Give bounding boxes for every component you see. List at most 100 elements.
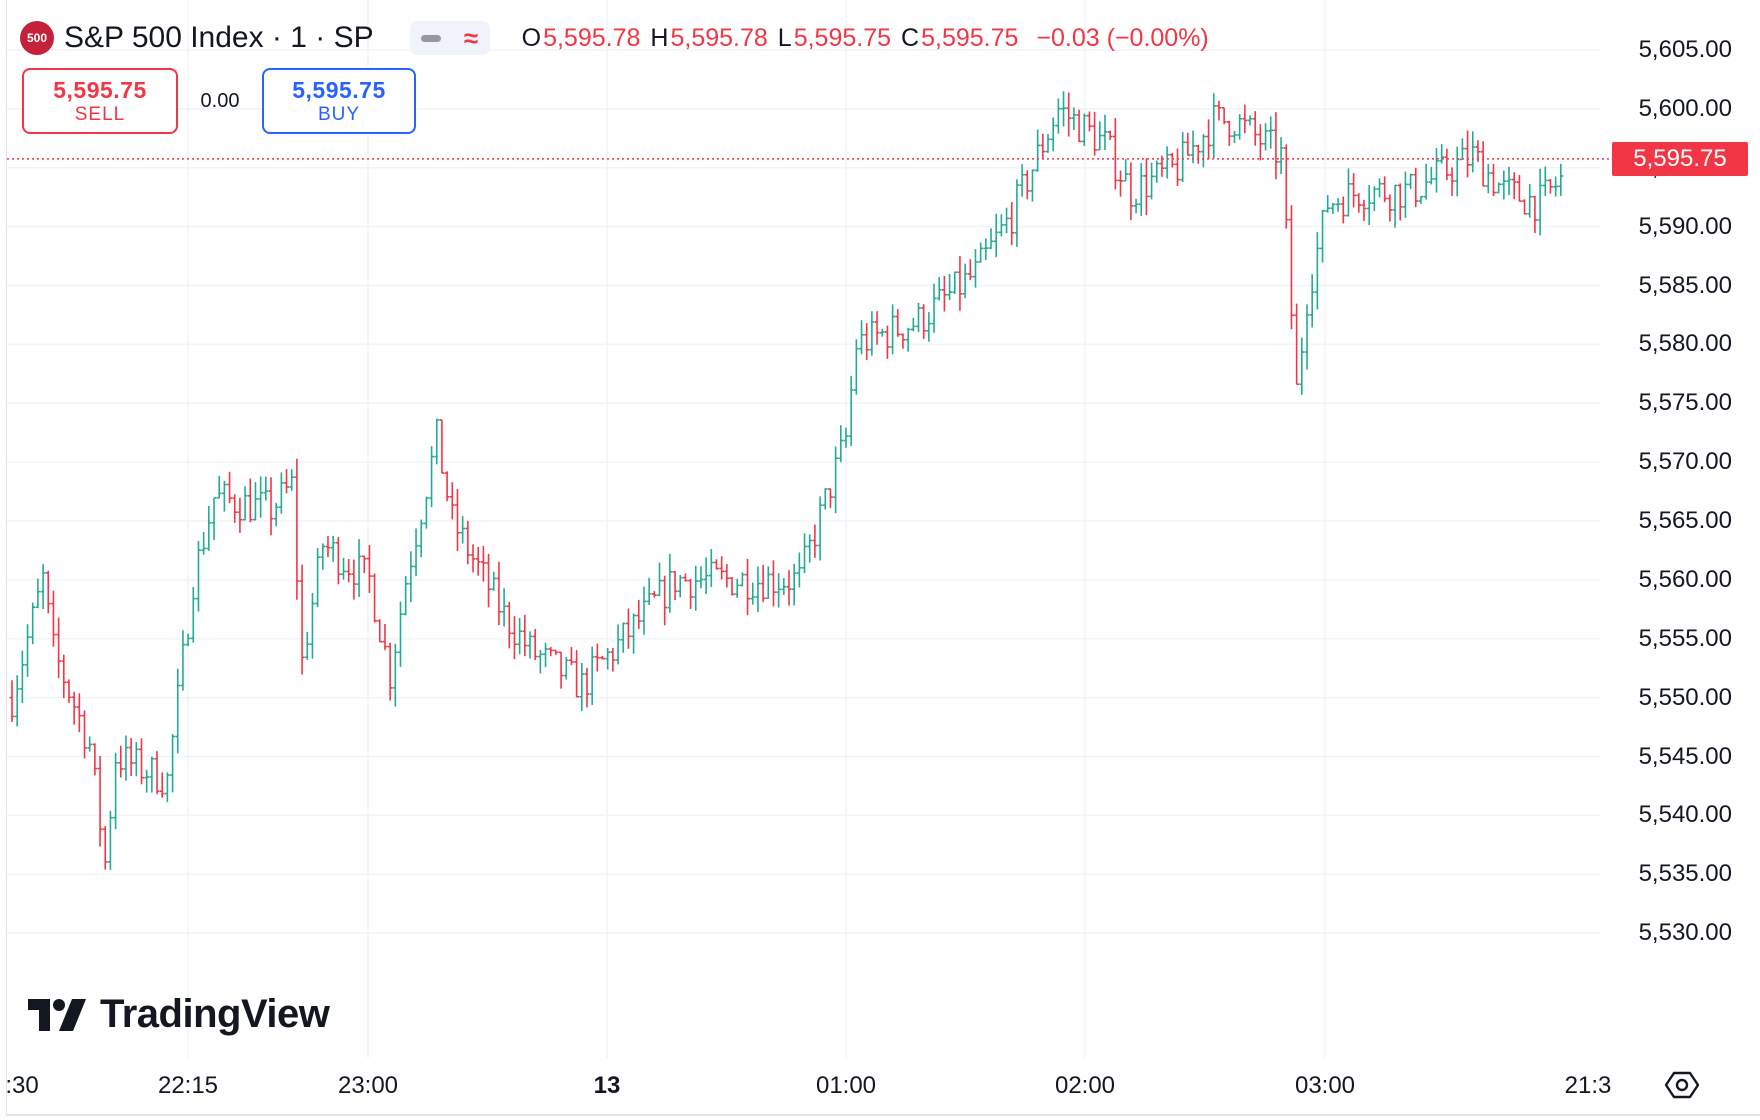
ohlc-bar	[558, 651, 564, 689]
ohlc-bar	[729, 576, 735, 596]
ohlc-bar	[475, 546, 481, 576]
ohlc-bar	[206, 505, 212, 551]
x-tick-label: 22:15	[157, 1072, 219, 1099]
ohlc-bar	[211, 497, 217, 541]
wave-icon: ≈	[463, 23, 479, 53]
ohlc-bar	[869, 311, 875, 356]
ohlc-bar	[724, 564, 730, 588]
ohlc-bar	[237, 497, 243, 533]
symbol-badge-icon[interactable]: 500	[20, 21, 54, 55]
ohlc-bar	[693, 565, 699, 611]
ohlc-bar	[1024, 170, 1030, 200]
ohlc-bar	[1050, 117, 1056, 152]
open-value: 5,595.78	[543, 23, 641, 52]
ohlc-bar	[1366, 184, 1372, 226]
ohlc-bar	[1491, 163, 1496, 197]
ohlc-bar	[1097, 121, 1103, 151]
ohlc-bar	[952, 271, 958, 295]
ohlc-bar	[1076, 109, 1082, 143]
ohlc-bar	[921, 304, 927, 340]
ohlc-bar	[1522, 199, 1527, 215]
ohlc-bar	[833, 446, 839, 514]
ohlc-bar	[372, 573, 377, 623]
ohlc-bar	[1470, 131, 1476, 173]
ohlc-bar	[1444, 148, 1450, 181]
ohlc-bar	[765, 566, 771, 600]
ohlc-bar	[247, 478, 253, 523]
ohlc-bar	[1542, 166, 1548, 196]
ohlc-bar	[1071, 107, 1077, 130]
close-label: C	[901, 23, 920, 52]
low-label: L	[777, 23, 792, 52]
ohlc-bar	[812, 524, 818, 558]
buy-button[interactable]: 5,595.75 BUY	[262, 68, 416, 134]
ohlc-bar	[19, 650, 25, 704]
change-value: −0.03 (−0.00%)	[1036, 23, 1209, 52]
ohlc-bar	[1159, 155, 1165, 177]
ohlc-bar	[532, 629, 538, 661]
ohlc-bar	[900, 333, 906, 349]
ohlc-bar	[1558, 163, 1564, 196]
indicator-toggle[interactable]: ≈	[409, 21, 490, 55]
ohlc-bar	[512, 616, 517, 660]
ohlc-bar	[703, 557, 709, 594]
ohlc-bar	[1387, 194, 1393, 222]
ohlc-bar	[113, 752, 118, 830]
ohlc-bar	[227, 471, 232, 504]
x-tick-label: :30	[5, 1072, 39, 1099]
tradingview-logo[interactable]: TradingView	[28, 992, 330, 1037]
ohlc-bar	[677, 574, 683, 598]
ohlc-bar	[486, 553, 491, 608]
ohlc-bar	[139, 738, 144, 785]
ohlc-bar	[605, 647, 611, 670]
y-tick-label: 5,555.00	[1638, 624, 1732, 652]
ohlc-bar	[1325, 195, 1331, 213]
ohlc-bar	[931, 283, 937, 333]
y-tick-label: 5,545.00	[1638, 742, 1732, 770]
ohlc-bar	[175, 668, 181, 754]
ohlc-bar	[776, 573, 782, 608]
x-tick-label: 02:00	[1054, 1072, 1116, 1099]
ohlc-bar	[739, 572, 745, 587]
ohlc-bar	[1423, 163, 1429, 200]
gear-icon[interactable]	[1664, 1070, 1700, 1100]
tradingview-logo-icon	[28, 998, 86, 1031]
ohlc-bar	[957, 256, 963, 311]
ohlc-bar	[1237, 114, 1243, 140]
ohlc-bar	[942, 275, 947, 312]
ohlc-bar	[413, 528, 419, 577]
symbol-title[interactable]: S&P 500 Index · 1 · SP	[64, 21, 374, 54]
ohlc-bar	[258, 476, 264, 518]
chart-frame	[6, 0, 1760, 1116]
ohlc-bar	[1511, 172, 1517, 200]
ohlc-bar	[967, 259, 973, 281]
buy-label: BUY	[317, 103, 361, 125]
ohlc-bar	[584, 667, 590, 708]
ohlc-bar	[527, 631, 533, 659]
ohlc-bar	[1465, 130, 1470, 178]
ohlc-bar	[273, 502, 279, 527]
ohlc-bar	[905, 327, 911, 352]
ohlc-bar	[1537, 168, 1543, 236]
ohlc-bar	[662, 575, 668, 626]
ohlc-bar	[221, 480, 227, 512]
sell-button[interactable]: 5,595.75 SELL	[22, 68, 178, 134]
ohlc-bar	[683, 573, 688, 582]
ohlc-bar	[543, 642, 548, 668]
ohlc-bar	[1185, 132, 1191, 156]
ohlc-bar	[159, 772, 165, 798]
ohlc-bar	[548, 646, 554, 657]
ohlc-bar	[1118, 170, 1123, 197]
ohlc-bar	[853, 339, 859, 395]
x-tick-label: 21:3	[1564, 1072, 1612, 1099]
ohlc-bar	[361, 555, 367, 574]
ohlc-bar	[263, 476, 269, 501]
ohlc-bar	[1206, 119, 1211, 160]
ohlc-bar	[1149, 162, 1154, 200]
ohlc-bar	[1320, 209, 1325, 263]
ohlc-bar	[983, 238, 989, 260]
ohlc-bar	[1501, 170, 1507, 200]
ohlc-bar	[698, 566, 704, 589]
ohlc-bar	[1180, 132, 1186, 183]
